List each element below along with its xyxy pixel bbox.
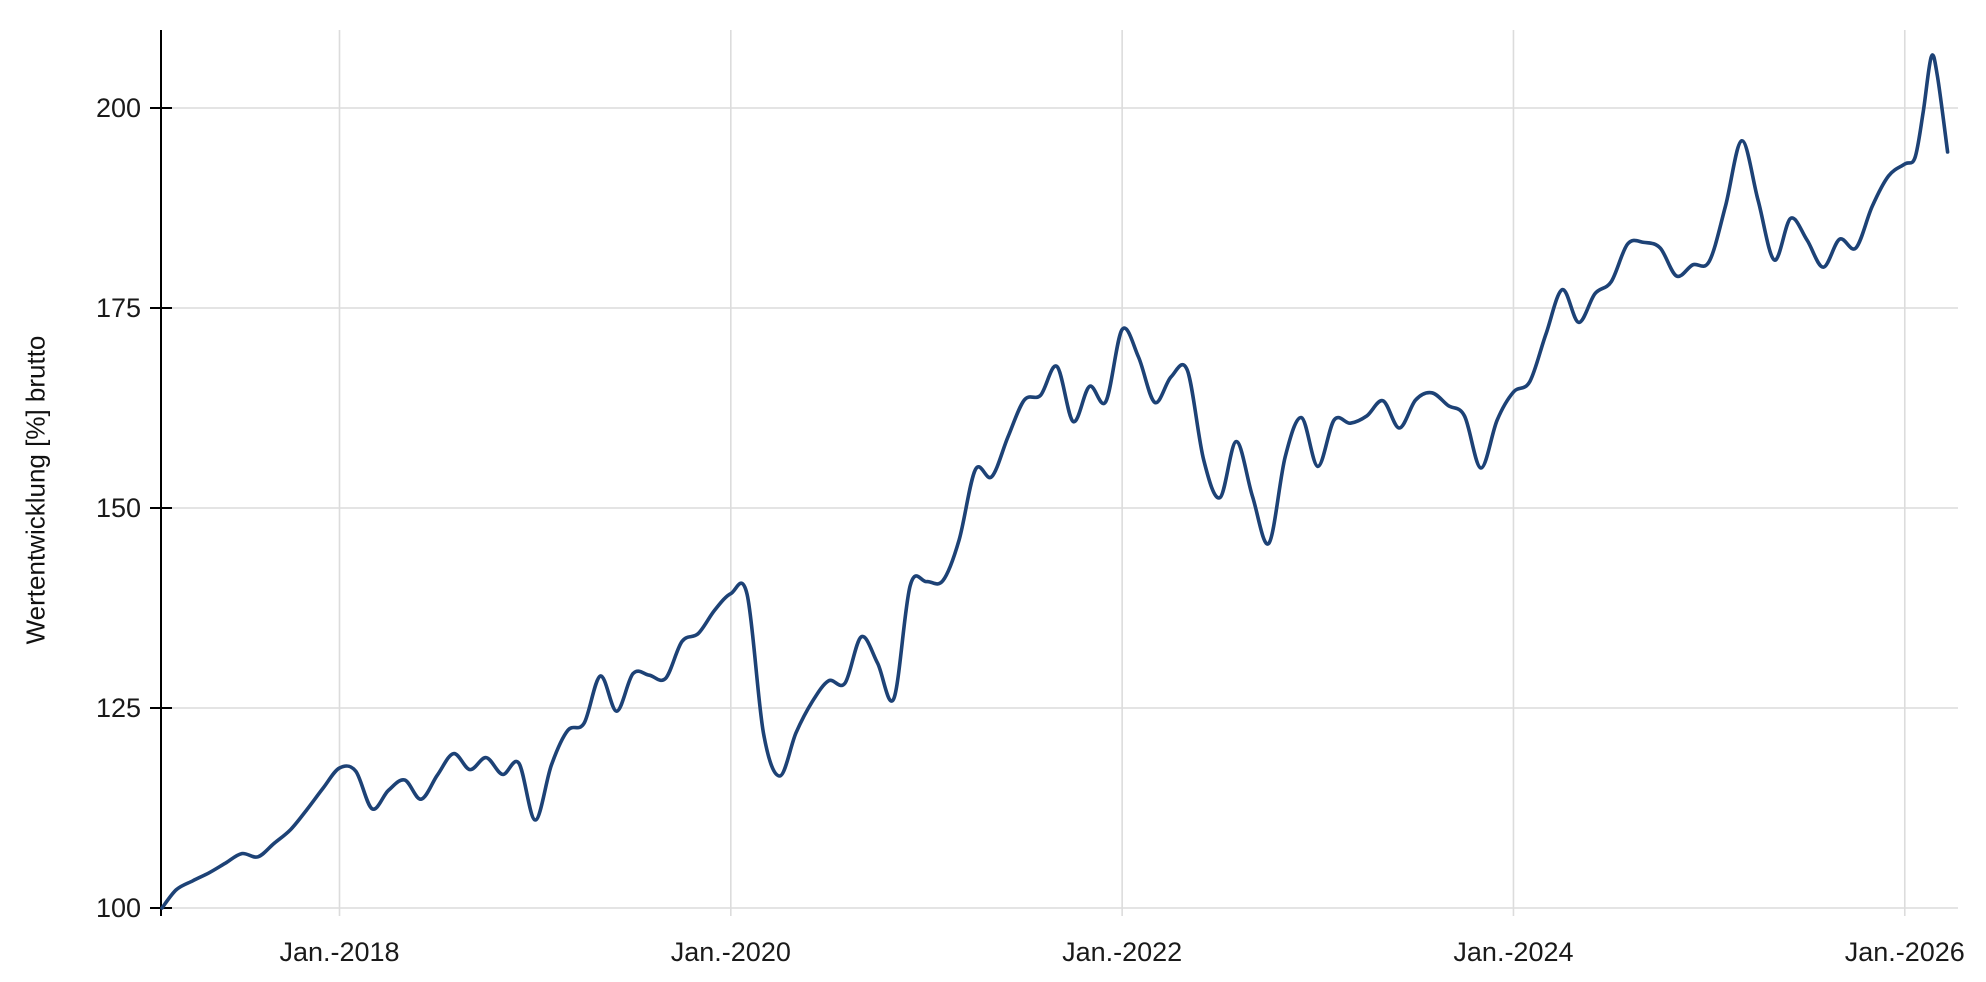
y-tick-label: 175: [95, 293, 141, 323]
x-tick-label: Jan.-2024: [1453, 937, 1574, 967]
x-tick-label: Jan.-2020: [670, 937, 791, 967]
x-tick-label: Jan.-2026: [1844, 937, 1965, 967]
y-tick-label: 150: [95, 493, 141, 523]
y-tick-label: 200: [95, 93, 141, 123]
x-tick-label: Jan.-2022: [1062, 937, 1183, 967]
y-axis-title: Wertentwicklung [%] brutto: [20, 335, 51, 645]
x-tick-label: Jan.-2018: [279, 937, 400, 967]
y-tick-label: 100: [95, 893, 141, 923]
y-tick-label: 125: [95, 693, 141, 723]
